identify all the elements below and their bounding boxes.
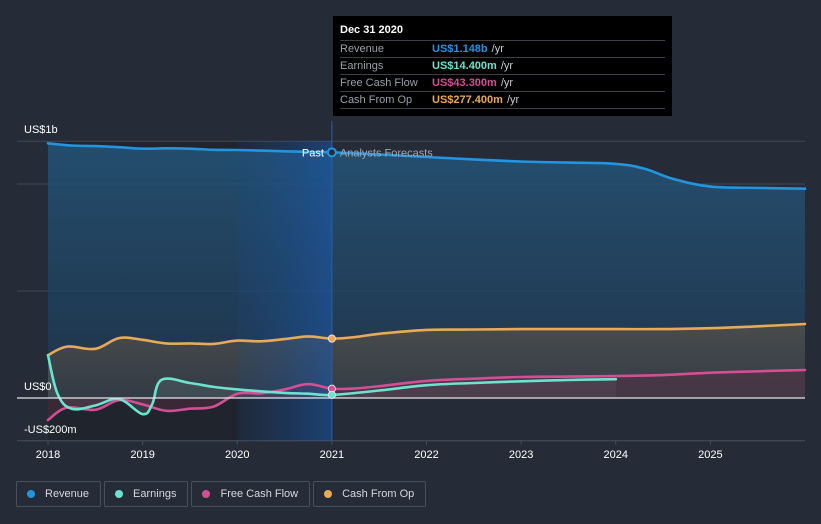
free-cash-flow-area: [48, 370, 805, 420]
forecast-label: Analysts Forecasts: [340, 147, 433, 159]
tooltip-value: US$14.400m: [432, 60, 497, 72]
tooltip-label: Earnings: [340, 60, 384, 72]
past-label: Past: [302, 147, 324, 159]
tooltip-unit: /yr: [500, 60, 514, 72]
tooltip-unit: /yr: [500, 77, 514, 89]
tooltip-label: Revenue: [340, 43, 385, 55]
y-tick-label: US$1b: [24, 124, 58, 136]
legend-dot-icon: [202, 490, 211, 498]
revenue-marker: [326, 147, 337, 158]
x-tick-label: 2021: [320, 449, 344, 461]
legend-item-free-cash-flow[interactable]: Free Cash Flow: [191, 481, 311, 507]
x-tick-label: 2020: [225, 449, 249, 461]
legend-dot-icon: [27, 490, 35, 498]
legend-label: Free Cash Flow: [220, 488, 299, 500]
y-tick-label: US$0: [24, 381, 52, 393]
tooltip-value: US$1.148b: [432, 43, 488, 55]
tooltip-value: US$43.300m: [432, 77, 497, 89]
cash-from-op-marker: [327, 334, 336, 343]
revenue-line: [46, 142, 807, 190]
x-tick-label: 2024: [604, 449, 628, 461]
y-tick-label: -US$200m: [24, 424, 77, 436]
legend-item-cash-from-op[interactable]: Cash From Op: [313, 481, 427, 507]
legend-dot-icon: [324, 490, 333, 498]
tooltip-row-earnings: Earnings US$14.400m /yr: [340, 58, 665, 75]
legend-label: Earnings: [133, 488, 177, 500]
x-axis: 2018 2019 2020 2021 2022 2023 2024 2025: [36, 440, 723, 461]
earnings-area: [48, 355, 616, 415]
legend-item-earnings[interactable]: Earnings: [104, 481, 189, 507]
cash-from-op-line: [46, 322, 807, 357]
tooltip-label: Free Cash Flow: [340, 77, 418, 89]
x-tick-label: 2025: [698, 449, 722, 461]
tooltip-label: Cash From Op: [340, 94, 413, 106]
x-tick-label: 2019: [130, 449, 154, 461]
x-tick-label: 2018: [36, 449, 60, 461]
tooltip-value: US$277.400m: [432, 94, 503, 106]
tooltip-row-free-cash-flow: Free Cash Flow US$43.300m /yr: [340, 75, 665, 92]
tooltip-row-revenue: Revenue US$1.148b /yr: [340, 41, 665, 58]
tooltip-row-cash-from-op: Cash From Op US$277.400m /yr: [340, 92, 665, 109]
tooltip-unit: /yr: [506, 94, 520, 106]
tooltip-unit: /yr: [491, 43, 504, 55]
tooltip-date: Dec 31 2020: [340, 24, 665, 41]
legend-dot-icon: [115, 490, 124, 498]
earnings-line: [46, 353, 618, 416]
legend-label: Revenue: [45, 488, 90, 500]
x-tick-label: 2022: [414, 449, 438, 461]
earnings-marker: [327, 390, 336, 400]
data-tooltip: Dec 31 2020 Revenue US$1.148b /yr Earnin…: [333, 16, 672, 116]
legend-label: Cash From Op: [342, 488, 415, 500]
legend-item-revenue[interactable]: Revenue: [16, 481, 102, 507]
x-tick-label: 2023: [509, 449, 533, 461]
chart-legend: Revenue Earnings Free Cash Flow Cash Fro…: [16, 481, 427, 507]
free-cash-flow-line: [46, 368, 807, 422]
